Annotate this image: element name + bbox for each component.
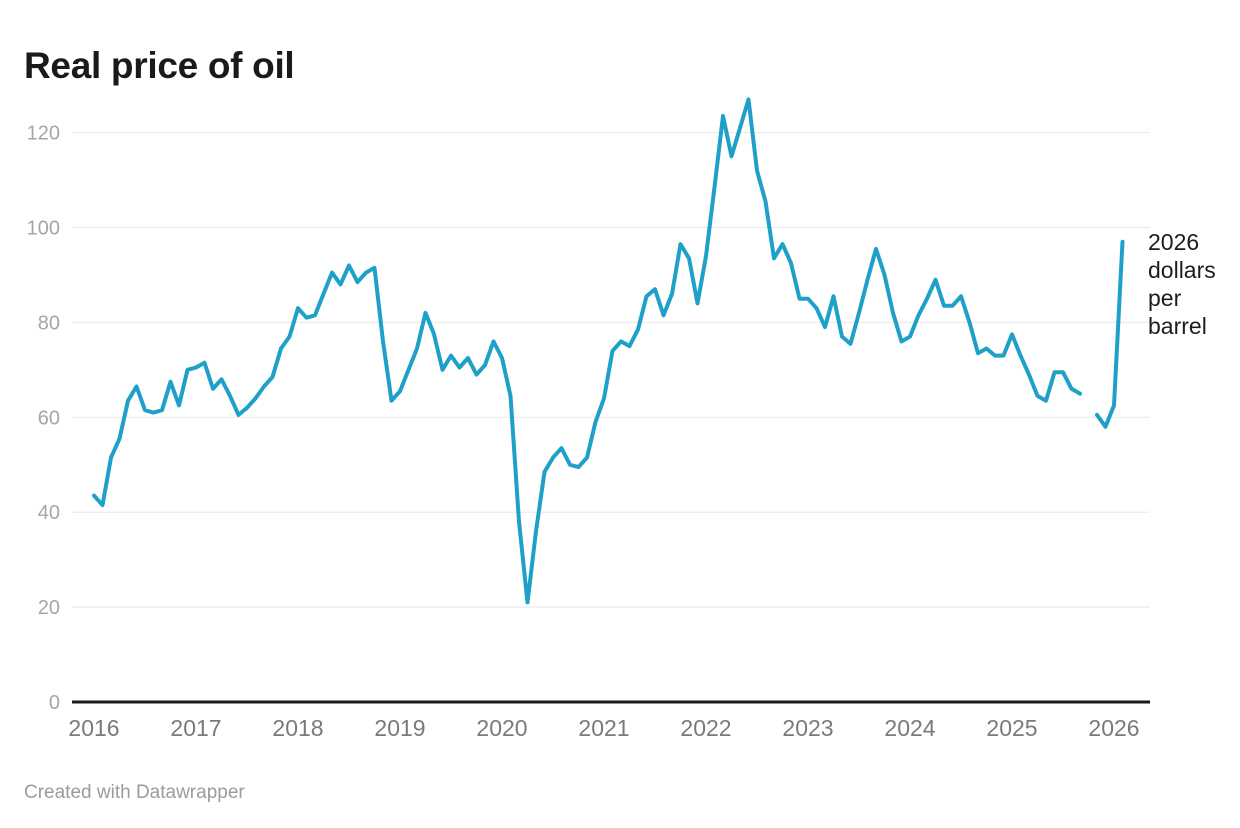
y-tick-label: 60 <box>38 407 60 429</box>
x-tick-label: 2026 <box>1088 715 1139 741</box>
price-line-path <box>92 97 1125 605</box>
x-tick-label: 2022 <box>680 715 731 741</box>
annotation-2026-dollars: 2026 dollars per barrel <box>1148 229 1216 339</box>
x-tick-label: 2017 <box>170 715 221 741</box>
datawrapper-credit: Created with Datawrapper <box>24 782 245 803</box>
x-tick-label: 2025 <box>986 715 1037 741</box>
x-tick-label: 2024 <box>884 715 935 741</box>
y-tick-label: 120 <box>27 123 60 145</box>
x-tick-label: 2023 <box>782 715 833 741</box>
y-tick-label: 80 <box>38 312 60 334</box>
page-title: Real price of oil <box>24 44 295 86</box>
y-tick-label: 20 <box>38 597 60 619</box>
x-tick-label: 2020 <box>476 715 527 741</box>
y-tick-label: 100 <box>27 218 60 240</box>
y-tick-label: 0 <box>49 692 60 714</box>
x-tick-label: 2019 <box>374 715 425 741</box>
x-tick-label: 2016 <box>68 715 119 741</box>
x-tick-label: 2021 <box>578 715 629 741</box>
x-tick-label: 2018 <box>272 715 323 741</box>
y-tick-label: 40 <box>38 502 60 524</box>
